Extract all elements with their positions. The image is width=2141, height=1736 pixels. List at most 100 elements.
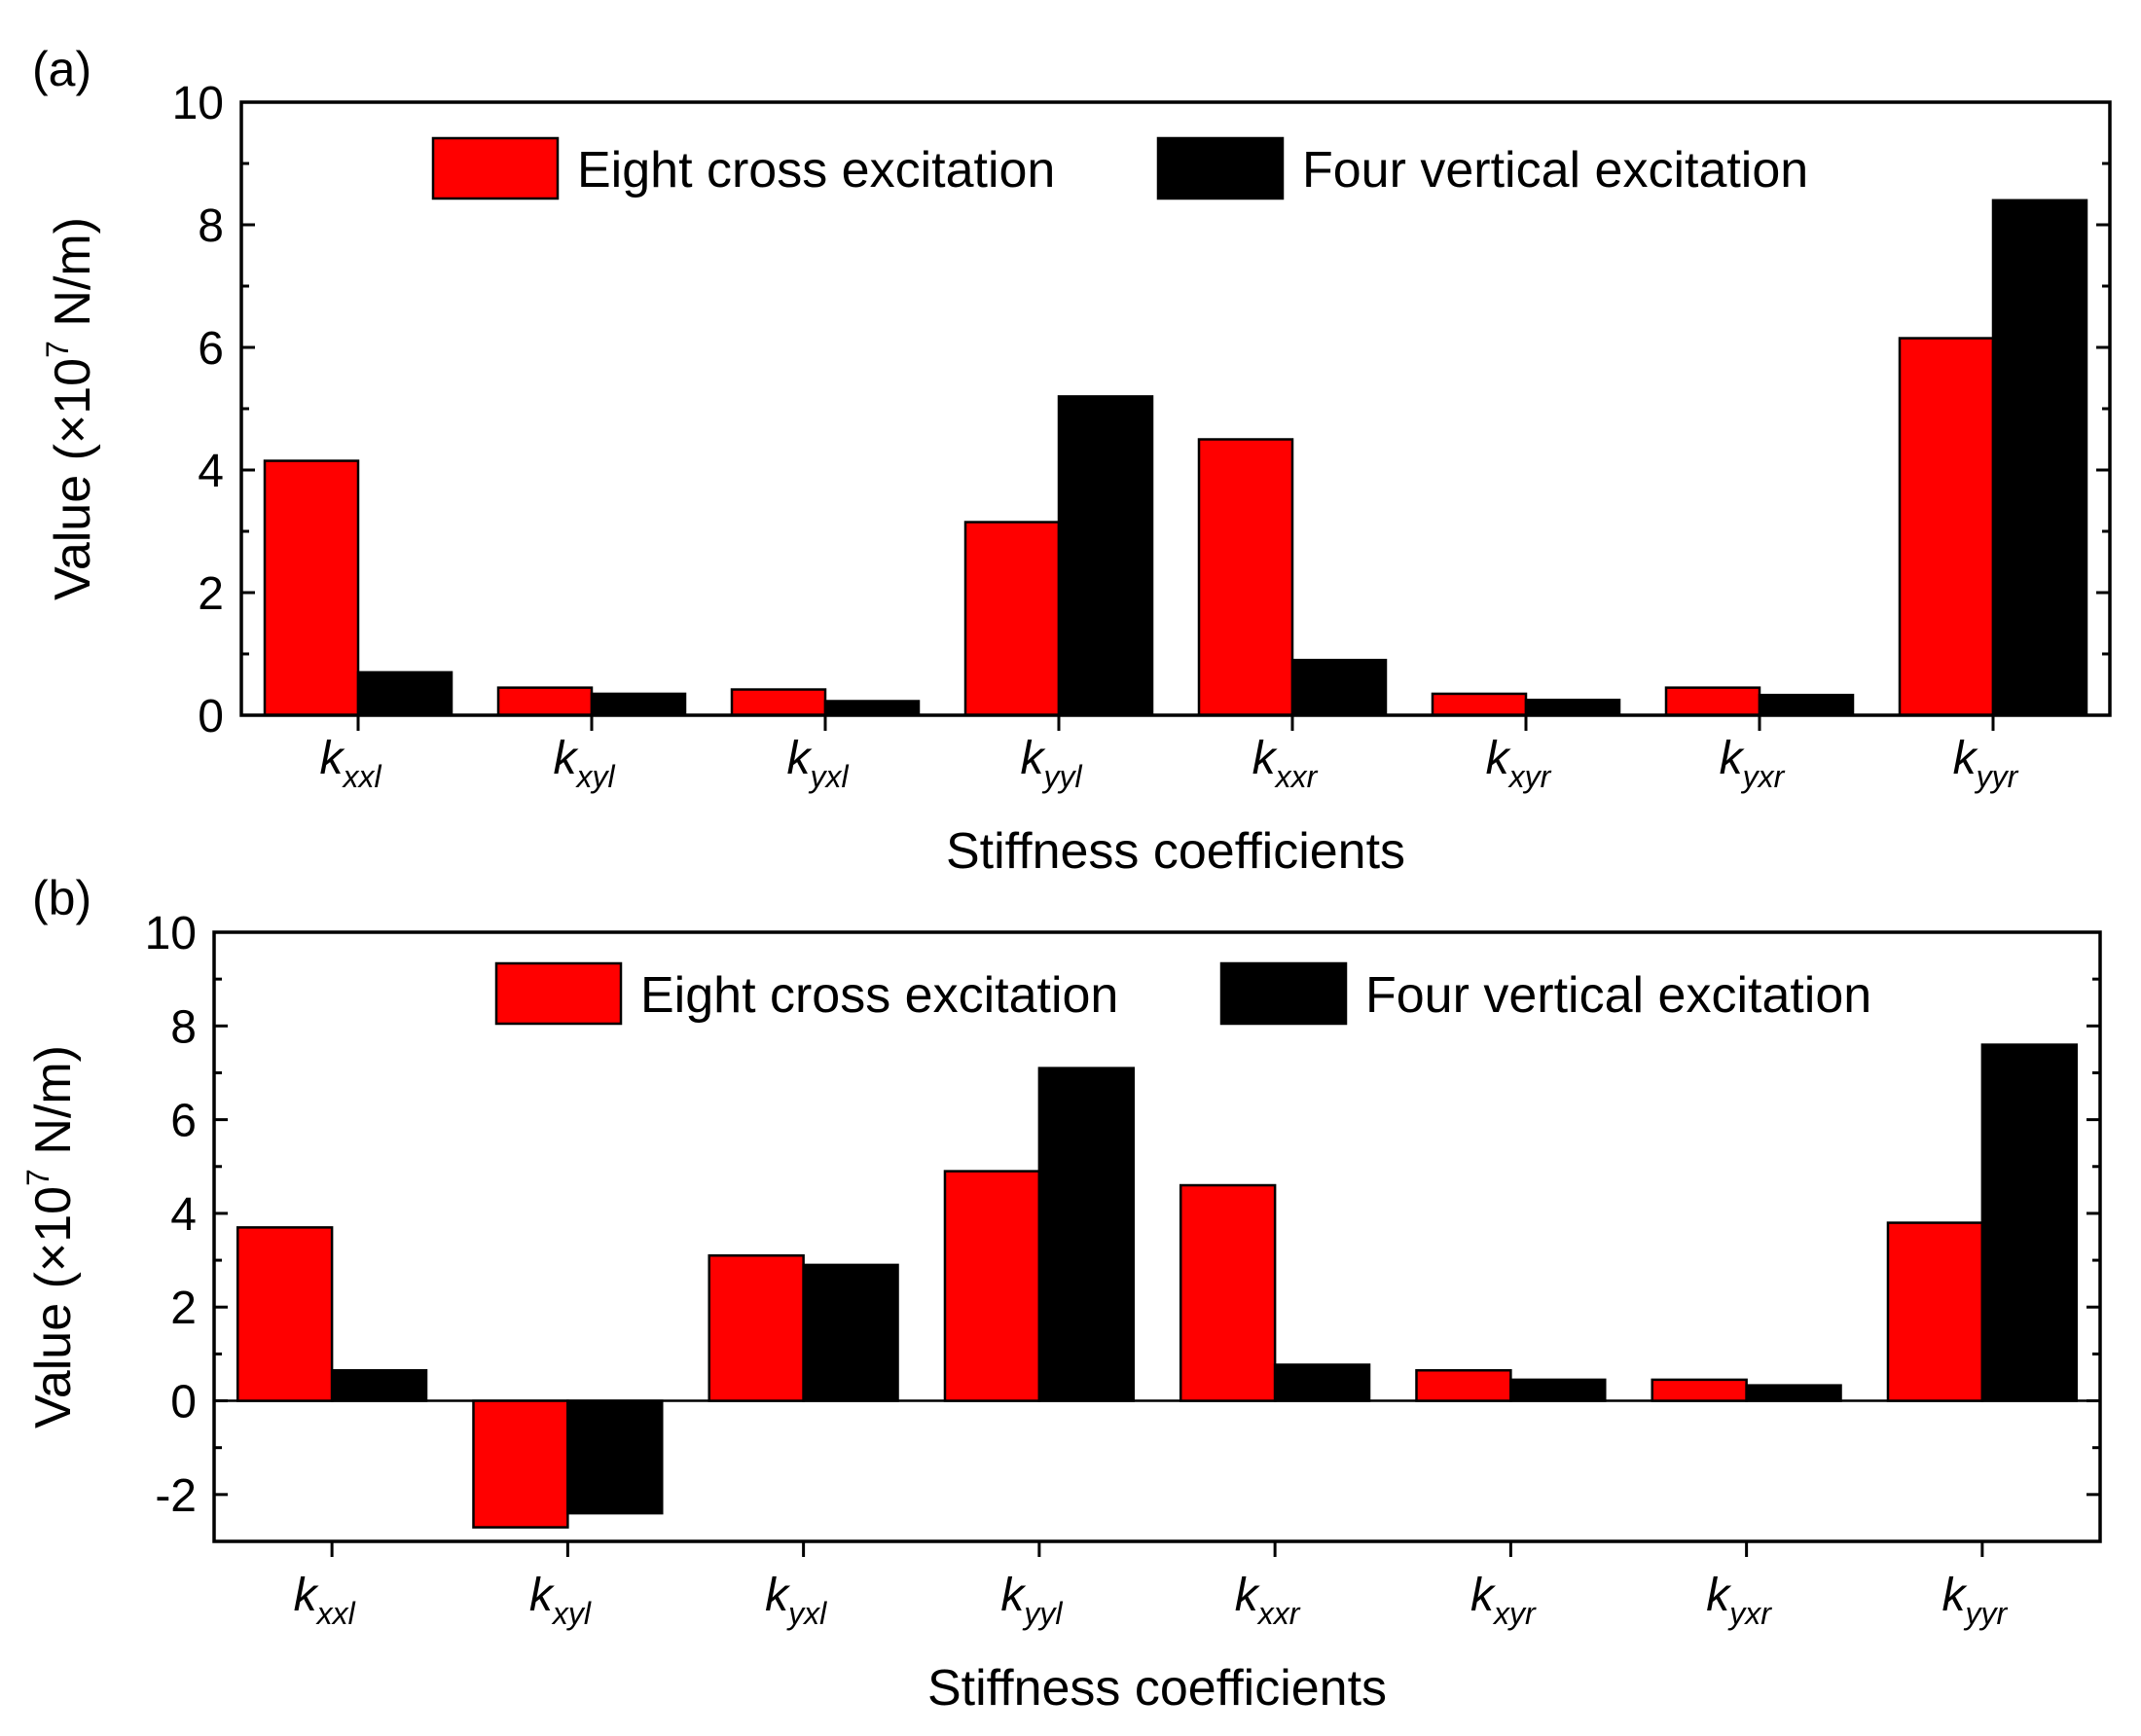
x-tick-label-sub: xyl (551, 1596, 592, 1631)
panel-label: (a) (32, 42, 91, 96)
x-tick-label: kyxr (1720, 733, 1786, 794)
legend-label: Four vertical excitation (1365, 967, 1871, 1024)
x-tick-label: kyyl (1020, 733, 1082, 794)
bar-four-vertical-yxr (1758, 693, 1855, 717)
x-tick-label: kyxl (786, 733, 849, 794)
bar-four-vertical-yyl (1057, 395, 1154, 717)
y-tick-label: 6 (198, 323, 224, 375)
bar-four-vertical-yxr (1745, 1384, 1842, 1402)
bar-eight-cross-xyl (496, 686, 594, 717)
y-tick-label: 0 (170, 1377, 197, 1429)
bar-eight-cross-xxr (1197, 438, 1294, 717)
bar-eight-cross-yxr (1664, 686, 1761, 717)
legend-swatch-four-vertical (1156, 136, 1285, 200)
bar-four-vertical-xyr (1509, 1378, 1607, 1402)
x-tick-label-sub: xxr (1256, 1596, 1301, 1631)
x-tick-label: kxyl (529, 1570, 592, 1631)
bar-eight-cross-xxl (263, 459, 360, 717)
plot-frame (239, 100, 2112, 717)
x-tick-label-sub: yyr (1964, 1596, 2009, 1631)
y-axis-title-suffix: N/m) (45, 217, 101, 341)
bar-eight-cross-yxr (1651, 1378, 1748, 1402)
bar-eight-cross-yyr (1898, 337, 1995, 717)
y-axis-title-prefix: Value (×10 (25, 1186, 82, 1429)
x-tick-label-main: k (529, 1570, 556, 1621)
x-tick-label: kxyl (553, 733, 615, 794)
x-tick-label-sub: xxl (315, 1596, 356, 1631)
x-tick-label: kxxl (319, 733, 381, 794)
bar-four-vertical-yxl (823, 700, 921, 717)
bar-four-vertical-xyr (1524, 699, 1621, 717)
x-tick-label-main: k (1706, 1570, 1732, 1621)
bar-eight-cross-xyl (472, 1399, 569, 1529)
bar-eight-cross-yyl (963, 521, 1061, 717)
y-tick-label: 10 (145, 908, 197, 959)
plot-frame (212, 930, 2102, 1543)
x-axis-title: Stiffness coefficients (946, 823, 1405, 880)
x-tick-label-main: k (294, 1570, 320, 1621)
y-tick-label: -2 (155, 1470, 197, 1522)
x-tick-label-main: k (1942, 1570, 1969, 1621)
x-tick-label-sub: yxr (1727, 1596, 1772, 1631)
bar-four-vertical-xxr (1273, 1363, 1371, 1402)
y-tick-label: 4 (198, 446, 224, 497)
y-axis-title-exponent: 7 (40, 341, 75, 358)
x-tick-label-main: k (1020, 733, 1046, 784)
x-tick-label-sub: xyr (1507, 759, 1552, 794)
x-tick-label-main: k (319, 733, 345, 784)
x-tick-label: kyxr (1706, 1570, 1772, 1631)
legend-label: Eight cross excitation (577, 142, 1055, 199)
x-tick-label: kxxl (294, 1570, 356, 1631)
x-tick-label-sub: xxr (1274, 759, 1319, 794)
x-tick-label: kyyl (1000, 1570, 1063, 1631)
x-tick-label: kyxl (765, 1570, 827, 1631)
bar-eight-cross-yxl (708, 1254, 805, 1402)
bar-eight-cross-yxl (730, 688, 827, 717)
y-tick-label: 6 (170, 1096, 197, 1147)
x-tick-label-main: k (1720, 733, 1746, 784)
bar-four-vertical-yxl (802, 1263, 899, 1402)
bar-eight-cross-xxl (236, 1226, 334, 1402)
x-tick-label: kyyr (1953, 733, 2019, 794)
x-tick-label: kxxr (1252, 733, 1319, 794)
x-tick-label-main: k (553, 733, 579, 784)
y-tick-label: 8 (198, 200, 224, 252)
y-axis-title-suffix: N/m) (25, 1045, 82, 1169)
y-tick-label: 8 (170, 1001, 197, 1053)
y-axis-title: Value (×107 N/m) (40, 217, 101, 600)
x-tick-label-main: k (1470, 1570, 1497, 1621)
x-tick-label-sub: yyr (1975, 759, 2019, 794)
legend-swatch-four-vertical (1219, 961, 1348, 1026)
bar-eight-cross-yyl (943, 1170, 1041, 1402)
x-tick-label-sub: yxl (786, 1596, 827, 1631)
bar-eight-cross-xyr (1415, 1368, 1512, 1402)
x-tick-label-main: k (786, 733, 813, 784)
x-tick-label-sub: yyl (1041, 759, 1082, 794)
x-tick-label-main: k (1000, 1570, 1027, 1621)
legend-label: Four vertical excitation (1302, 142, 1808, 199)
y-tick-label: 10 (172, 78, 224, 129)
y-axis-title-exponent: 7 (20, 1169, 55, 1186)
bar-four-vertical-xyl (566, 1399, 664, 1515)
bar-eight-cross-yyr (1886, 1221, 1984, 1402)
bar-four-vertical-xxr (1290, 659, 1388, 717)
y-tick-label: 4 (170, 1189, 197, 1241)
x-tick-label-main: k (1486, 733, 1512, 784)
x-axis-title: Stiffness coefficients (927, 1660, 1387, 1717)
y-tick-label: 2 (170, 1283, 197, 1334)
legend: Eight cross excitation Four vertical exci… (494, 961, 1871, 1026)
bar-four-vertical-yyr (1980, 1043, 2079, 1402)
x-tick-label: kxyr (1470, 1570, 1537, 1631)
x-tick-label-sub: xyr (1492, 1596, 1537, 1631)
x-tick-label-sub: yyl (1022, 1596, 1063, 1631)
x-tick-label-main: k (1252, 733, 1279, 784)
bar-four-vertical-xyl (590, 692, 687, 717)
legend-swatch-eight-cross (494, 961, 623, 1026)
x-tick-label-main: k (765, 1570, 791, 1621)
legend: Eight cross excitation Four vertical exci… (431, 136, 1808, 200)
x-tick-label-main: k (1953, 733, 1979, 784)
y-tick-label: 2 (198, 568, 224, 620)
